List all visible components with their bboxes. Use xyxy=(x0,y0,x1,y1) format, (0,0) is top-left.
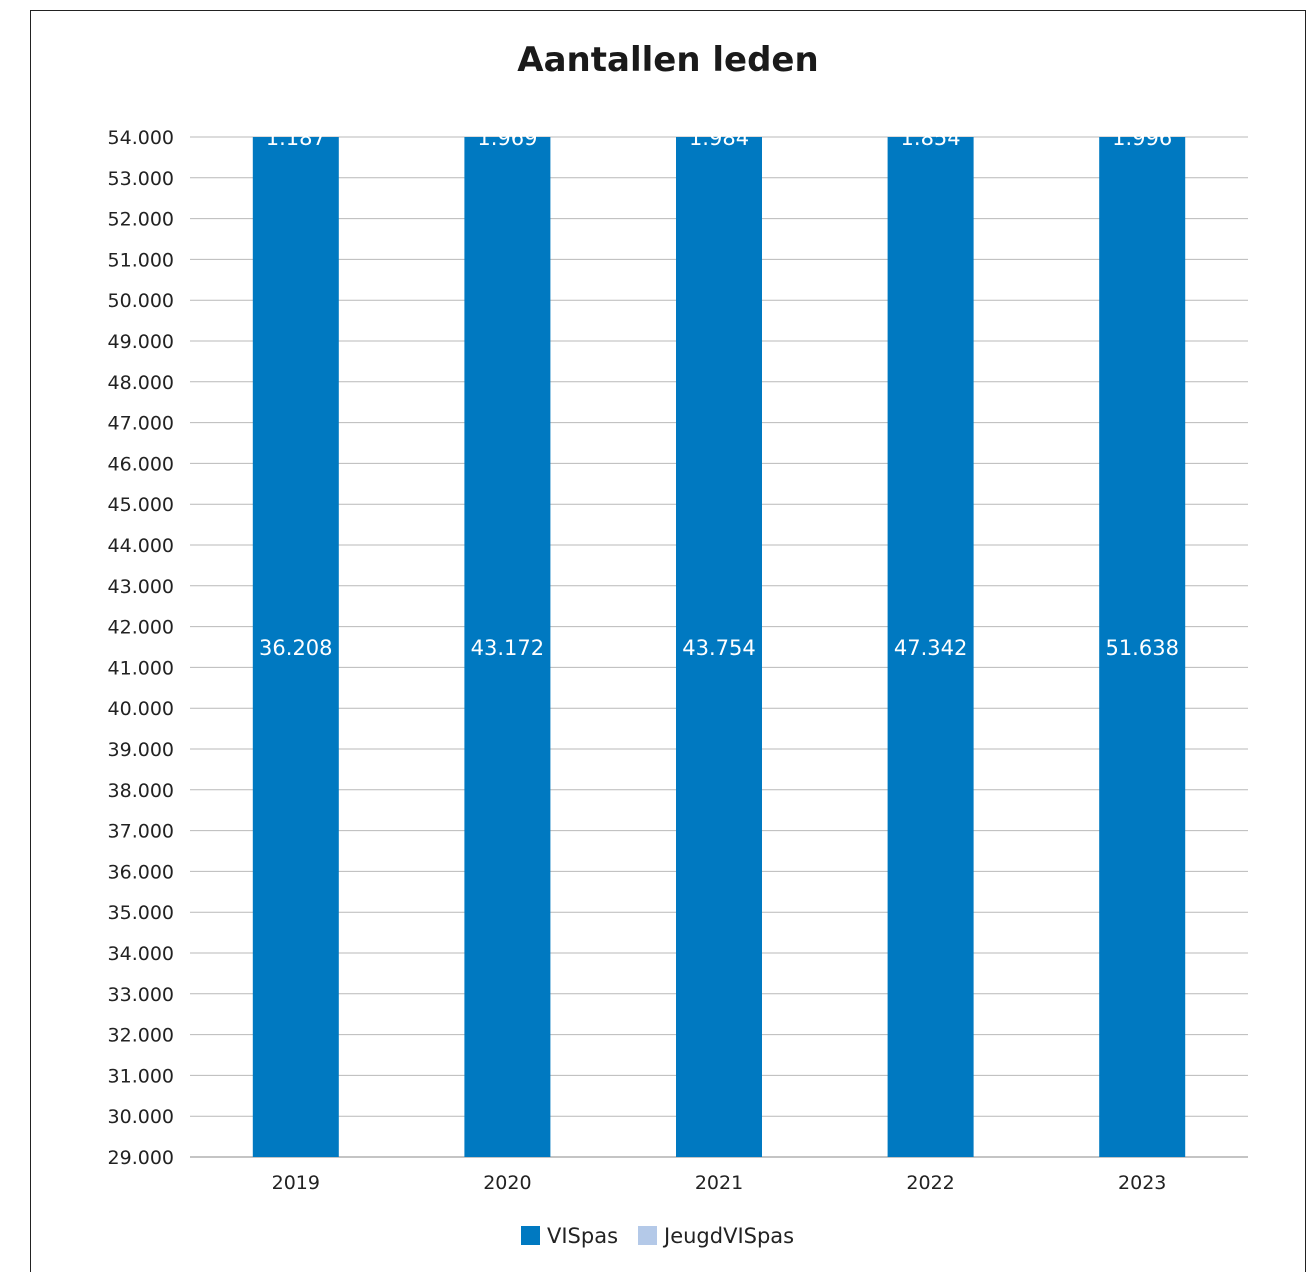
bar-vispas-2021 xyxy=(676,137,762,1157)
chart-title: Aantallen leden xyxy=(517,40,819,80)
data-label: 1.969 xyxy=(477,126,537,150)
data-label: 1.996 xyxy=(1112,126,1172,150)
y-tick-label: 35.000 xyxy=(108,902,174,924)
data-label: 43.754 xyxy=(682,636,755,660)
y-tick-label: 46.000 xyxy=(108,453,174,475)
y-tick-label: 52.000 xyxy=(108,209,174,231)
y-tick-label: 54.000 xyxy=(108,127,174,149)
y-tick-label: 41.000 xyxy=(108,657,174,679)
y-tick-label: 32.000 xyxy=(108,1025,174,1047)
y-tick-label: 45.000 xyxy=(108,494,174,516)
x-tick-label: 2022 xyxy=(906,1172,954,1194)
y-tick-label: 42.000 xyxy=(108,617,174,639)
y-tick-label: 36.000 xyxy=(108,861,174,883)
data-label: 43.172 xyxy=(471,636,544,660)
bar-vispas-2019 xyxy=(252,137,339,1157)
y-tick-label: 50.000 xyxy=(108,290,174,312)
y-tick-label: 53.000 xyxy=(108,168,174,190)
y-axis: 29.000 30.000 31.000 32.000 33.000 34.000 35.0… xyxy=(108,127,174,1169)
data-label: 36.208 xyxy=(259,636,332,660)
x-tick-label: 2021 xyxy=(695,1172,743,1194)
y-tick-label: 49.000 xyxy=(108,331,174,353)
y-tick-label: 38.000 xyxy=(108,780,174,802)
y-tick-label: 33.000 xyxy=(108,984,174,1006)
y-tick-label: 51.000 xyxy=(108,249,174,271)
y-tick-label: 43.000 xyxy=(108,576,174,598)
x-axis: 2019 2020 2021 2022 2023 xyxy=(272,1172,1167,1194)
data-label: 51.638 xyxy=(1105,636,1178,660)
x-tick-label: 2019 xyxy=(272,1172,320,1194)
x-tick-label: 2020 xyxy=(483,1172,531,1194)
y-tick-label: 39.000 xyxy=(108,739,174,761)
x-tick-label: 2023 xyxy=(1118,1172,1166,1194)
y-tick-label: 31.000 xyxy=(108,1065,174,1087)
legend-swatch-vispas xyxy=(521,1226,540,1245)
bars: 36.208 1.187 43.172 1.969 43.754 1.984 47.342 1… xyxy=(252,126,1186,1157)
legend-label-vispas: VISpas xyxy=(547,1224,618,1248)
data-label: 47.342 xyxy=(894,636,967,660)
y-tick-label: 48.000 xyxy=(108,372,174,394)
y-tick-label: 44.000 xyxy=(108,535,174,557)
data-label: 1.187 xyxy=(266,126,326,150)
y-tick-label: 30.000 xyxy=(108,1106,174,1128)
y-tick-label: 34.000 xyxy=(108,943,174,965)
legend: VISpas JeugdVISpas xyxy=(521,1224,794,1248)
chart-frame xyxy=(30,10,1306,1272)
bar-vispas-2022 xyxy=(887,137,974,1157)
legend-swatch-jeugdvispas xyxy=(638,1226,657,1245)
y-tick-label: 47.000 xyxy=(108,413,174,435)
y-tick-label: 37.000 xyxy=(108,821,174,843)
data-label: 1.854 xyxy=(901,126,961,150)
data-label: 1.984 xyxy=(689,126,749,150)
bar-vispas-2020 xyxy=(464,137,551,1157)
y-tick-label: 29.000 xyxy=(108,1147,174,1169)
y-tick-label: 40.000 xyxy=(108,698,174,720)
legend-label-jeugdvispas: JeugdVISpas xyxy=(662,1224,794,1248)
bar-vispas-2023 xyxy=(1099,137,1186,1157)
